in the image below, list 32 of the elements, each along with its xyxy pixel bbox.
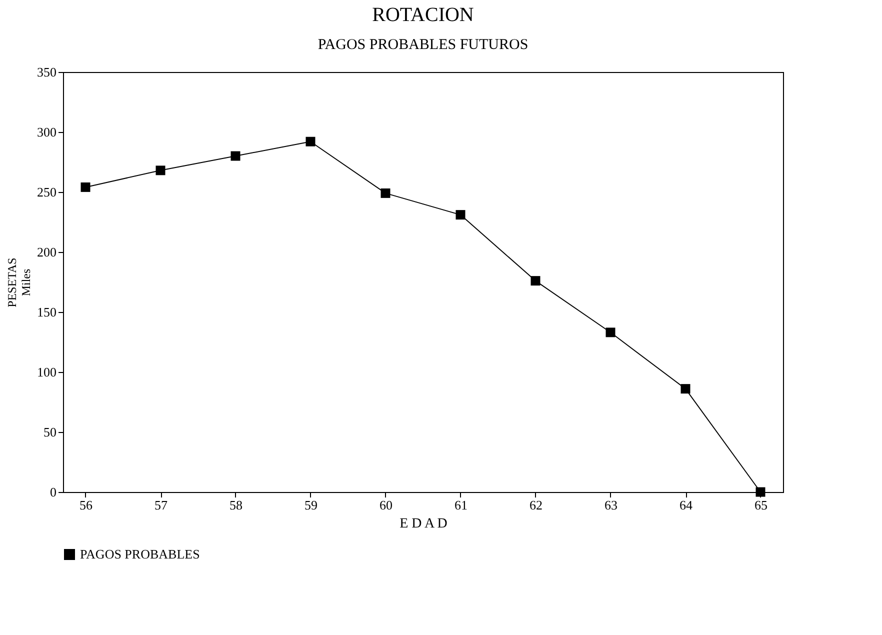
x-tick-label: 63 [604,498,618,512]
point [380,188,390,198]
point [680,384,690,394]
point [306,136,316,146]
point [156,166,166,176]
y-tick-label: 350 [37,64,56,80]
y-tick-label: 0 [50,484,56,500]
x-tick-label: 59 [304,498,318,512]
point [530,276,540,286]
point [606,328,616,338]
x-tick-label: 60 [380,498,392,512]
y-tick-label: 50 [44,424,56,440]
x-tick-label: 65 [754,498,768,512]
x-tick-label: 64 [680,498,693,512]
chart-subtitle: PAGOS PROBABLES FUTUROS [318,37,528,53]
x-axis-title: E D A D [400,516,448,532]
y-axis-title: PESETAS Miles [5,258,33,308]
point [456,210,466,220]
x-tick-label: 56 [80,498,93,512]
y-tick-label: 200 [37,244,56,260]
x-tick-label: 57 [154,498,168,512]
y-tick-label: 100 [37,364,56,380]
point [80,182,90,192]
y-tick-label: 250 [37,184,56,200]
point [230,151,240,161]
x-tick-label: 61 [454,498,468,512]
legend-label: PAGOS PROBABLES [80,546,200,562]
y-tick-label: 150 [37,304,56,320]
y-tick-label: 300 [37,124,56,140]
chart-title: ROTACION [372,4,474,26]
x-tick-label: 62 [530,498,542,512]
x-tick-label: 58 [230,498,242,512]
